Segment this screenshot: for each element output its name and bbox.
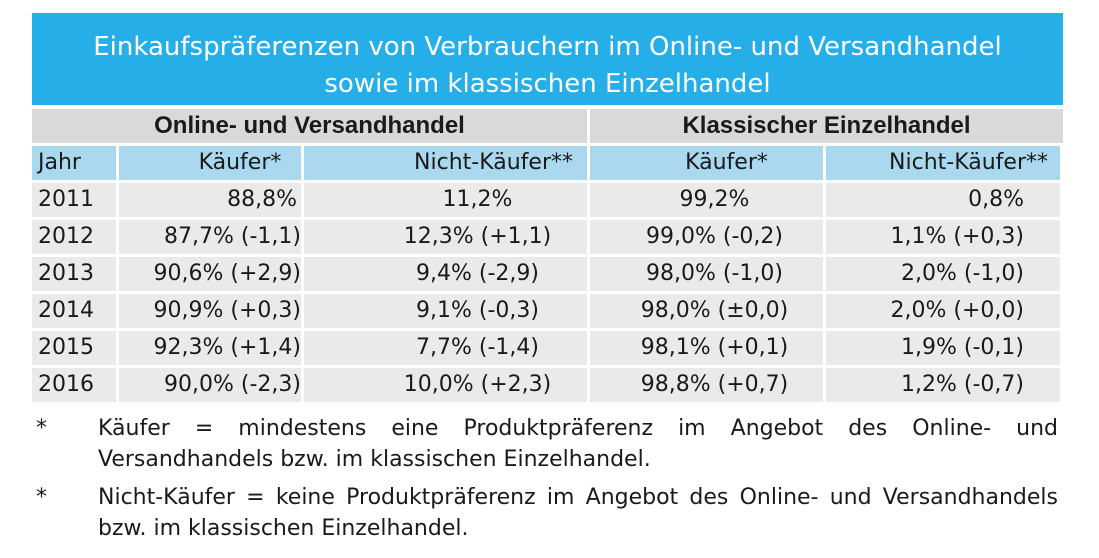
cell-online-nonbuyers: 11,2%: [304, 183, 587, 217]
table-row: 2014 90,9% (+0,3) 9,1% (-0,3) 98,0% (±0,…: [32, 294, 1063, 328]
column-header-online-nonbuyers: Nicht-Käufer**: [304, 146, 587, 180]
cell-year: 2011: [32, 183, 116, 217]
cell-retail-nonbuyers: 2,0% (+0,0): [826, 294, 1060, 328]
column-header-row: Jahr Käufer* Nicht-Käufer** Käufer* Nich…: [32, 146, 1063, 180]
cell-retail-buyers: 98,8% (+0,7): [590, 368, 823, 402]
cell-online-nonbuyers: 12,3% (+1,1): [304, 220, 587, 254]
cell-retail-nonbuyers: 0,8%: [826, 183, 1060, 217]
cell-year: 2015: [32, 331, 116, 365]
footnote-text: Käufer = mindestens eine Produktpräferen…: [98, 416, 1058, 472]
footnote-marker: *: [36, 416, 47, 441]
column-header-retail-nonbuyers: Nicht-Käufer**: [826, 146, 1060, 180]
cell-online-buyers: 90,9% (+0,3): [119, 294, 301, 328]
cell-retail-buyers: 99,0% (-0,2): [590, 220, 823, 254]
title-line-2: sowie im klassischen Einzelhandel: [324, 69, 771, 99]
cell-online-nonbuyers: 9,1% (-0,3): [304, 294, 587, 328]
group-retail: Klassischer Einzelhandel: [590, 109, 1063, 143]
cell-online-buyers: 92,3% (+1,4): [119, 331, 301, 365]
table-title: Einkaufspräferenzen von Verbrauchern im …: [32, 13, 1063, 105]
footnote-marker: *: [36, 485, 47, 510]
group-header-row: Online- und Versandhandel Klassischer Ei…: [32, 109, 1063, 143]
group-divider: [587, 109, 590, 143]
cell-online-nonbuyers: 9,4% (-2,9): [304, 257, 587, 291]
footnote-text: Nicht-Käufer = keine Produktpräferenz im…: [98, 485, 1058, 541]
table-row: 2012 87,7% (-1,1) 12,3% (+1,1) 99,0% (-0…: [32, 220, 1063, 254]
preference-table: Einkaufspräferenzen von Verbrauchern im …: [32, 13, 1063, 402]
footnote-buyers: * Käufer = mindestens eine Produktpräfer…: [32, 413, 1072, 475]
cell-online-buyers: 87,7% (-1,1): [119, 220, 301, 254]
cell-year: 2012: [32, 220, 116, 254]
cell-online-buyers: 90,6% (+2,9): [119, 257, 301, 291]
cell-retail-buyers: 99,2%: [590, 183, 823, 217]
cell-retail-buyers: 98,0% (-1,0): [590, 257, 823, 291]
table-row: 2016 90,0% (-2,3) 10,0% (+2,3) 98,8% (+0…: [32, 368, 1063, 402]
cell-retail-nonbuyers: 2,0% (-1,0): [826, 257, 1060, 291]
footnote-nonbuyers: * Nicht-Käufer = keine Produktpräferenz …: [32, 482, 1072, 544]
cell-year: 2013: [32, 257, 116, 291]
cell-online-buyers: 90,0% (-2,3): [119, 368, 301, 402]
column-header-online-buyers: Käufer*: [119, 146, 301, 180]
cell-retail-nonbuyers: 1,9% (-0,1): [826, 331, 1060, 365]
table-row: 2015 92,3% (+1,4) 7,7% (-1,4) 98,1% (+0,…: [32, 331, 1063, 365]
group-online: Online- und Versandhandel: [32, 109, 587, 143]
cell-retail-nonbuyers: 1,2% (-0,7): [826, 368, 1060, 402]
footnotes: * Käufer = mindestens eine Produktpräfer…: [32, 413, 1072, 551]
column-header-year: Jahr: [32, 146, 116, 180]
cell-online-nonbuyers: 10,0% (+2,3): [304, 368, 587, 402]
cell-retail-buyers: 98,1% (+0,1): [590, 331, 823, 365]
cell-year: 2016: [32, 368, 116, 402]
table-row: 2013 90,6% (+2,9) 9,4% (-2,9) 98,0% (-1,…: [32, 257, 1063, 291]
title-line-1: Einkaufspräferenzen von Verbrauchern im …: [93, 32, 1002, 62]
column-header-retail-buyers: Käufer*: [590, 146, 823, 180]
cell-online-buyers: 88,8%: [119, 183, 301, 217]
cell-year: 2014: [32, 294, 116, 328]
cell-online-nonbuyers: 7,7% (-1,4): [304, 331, 587, 365]
table-row: 2011 88,8% 11,2% 99,2% 0,8%: [32, 183, 1063, 217]
cell-retail-nonbuyers: 1,1% (+0,3): [826, 220, 1060, 254]
cell-retail-buyers: 98,0% (±0,0): [590, 294, 823, 328]
